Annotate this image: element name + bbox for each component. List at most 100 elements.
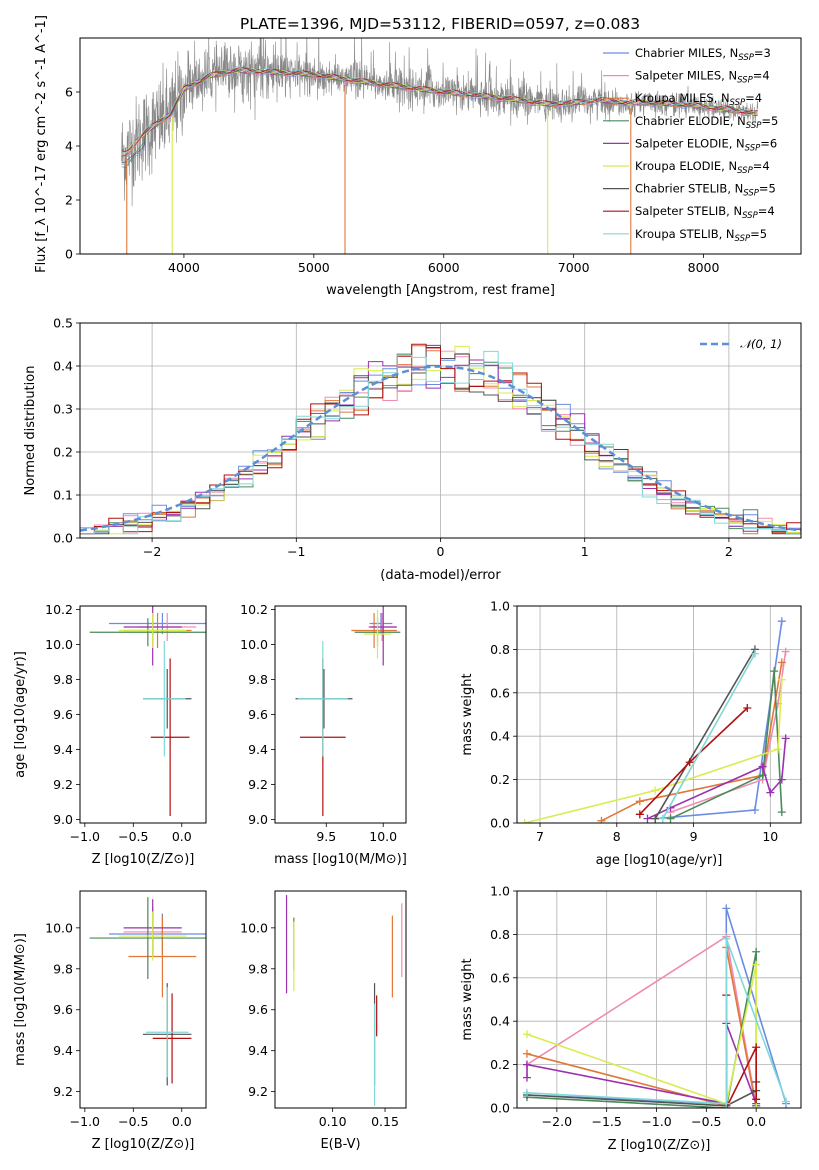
mass-weight-marker	[522, 1030, 531, 1039]
legend-entry-subscript: SSP	[745, 143, 761, 153]
mass-weight-marker	[750, 805, 759, 814]
legend-entry: Chabrier STELIB, NSSP=5	[635, 182, 776, 199]
mass-weight-marker	[597, 816, 606, 823]
legend-entry: Kroupa MILES, NSSP=4	[635, 91, 762, 108]
x-tick-label: 9	[690, 829, 698, 844]
weight-vs-metallicity-panel: −2.0 −1.5 −1.0 −0.5 0.0 0.0 0.2 0.4 0.6 0.8 1.0 Z […	[460, 884, 802, 1153]
x-axis-label: Z [log10(Z/Z⊙)]	[92, 1137, 195, 1152]
mass-weight-marker	[773, 745, 782, 754]
plot-content	[522, 904, 791, 1108]
x-tick-label: −1.0	[70, 1114, 100, 1129]
x-tick-label: −2.0	[542, 1114, 572, 1129]
y-tick-label: 0.4	[490, 729, 510, 744]
axes-frame	[79, 322, 802, 539]
mass-vs-metallicity-panel: −1.0 −0.5 0.0 9.2 9.4 9.6 9.8 10.0 Z [log10(Z/Z⊙…	[13, 890, 207, 1152]
x-axis-label: E(B-V)	[320, 1137, 360, 1152]
legend: Chabrier MILES, N SSP =3 Salpeter MILES, NS…	[603, 46, 778, 244]
x-tick-label: 4000	[168, 260, 200, 275]
legend-entry-count: =3	[754, 46, 771, 60]
axes-frame	[79, 890, 207, 1109]
x-tick-label: −1.5	[592, 1114, 622, 1129]
legend-entry-name: Chabrier MILES, N	[635, 46, 738, 60]
spectrum-panel: 4000 5000 6000 7000 8000 0 2 4 6 Chabrier MILES, …	[34, 15, 802, 298]
mass-weight-marker	[770, 667, 779, 676]
y-tick-label: 10.0	[240, 637, 268, 652]
y-tick-label: 9.6	[248, 1002, 268, 1017]
y-tick-label: 9.6	[248, 707, 268, 722]
model-spectrum-line	[121, 68, 758, 157]
mass-vs-ebv-panel: 0.10 0.15 9.2 9.4 9.6 9.8 10.0 E(B-V)	[240, 890, 407, 1152]
legend-entry-count: =4	[758, 204, 775, 218]
y-tick-label: 0.6	[490, 685, 510, 700]
mass-weight-marker	[520, 819, 529, 823]
legend-entry-name: Kroupa STELIB, N	[635, 227, 735, 241]
y-tick-label: 0.3	[53, 402, 73, 417]
y-tick-label: 2	[65, 193, 73, 208]
legend-entry-count: =5	[750, 227, 767, 241]
mass-weight-marker	[643, 814, 652, 823]
mass-weight-marker	[651, 814, 660, 823]
y-tick-label: 10.0	[45, 637, 73, 652]
y-tick-label: 9.0	[248, 812, 268, 827]
mass-weight-marker	[752, 1043, 761, 1052]
legend-entry-subscript: SSP	[737, 76, 753, 86]
y-tick-label: 0.2	[490, 772, 510, 787]
mass-weight-marker	[777, 675, 786, 684]
y-tick-label: 0.4	[53, 359, 73, 374]
mass-weight-marker	[635, 797, 644, 806]
legend-entry: Chabrier ELODIE, NSSP=5	[635, 114, 778, 131]
legend-entry: Kroupa STELIB, NSSP=5	[635, 227, 767, 244]
legend-entry: Salpeter MILES, NSSP=4	[635, 69, 770, 86]
y-tick-label: 0.2	[53, 445, 73, 460]
y-axis-label: Normed distribution	[23, 366, 38, 496]
mass-weight-marker	[777, 808, 786, 817]
mass-weight-marker	[752, 947, 761, 956]
y-tick-label: 0.1	[53, 488, 73, 503]
legend-entry-count: =4	[745, 91, 762, 105]
y-tick-label: 0.0	[490, 1101, 510, 1116]
mass-weight-marker	[777, 775, 786, 784]
y-tick-label: 0.8	[490, 927, 510, 942]
mass-weight-line	[526, 964, 757, 1108]
x-tick-label: 8000	[688, 260, 720, 275]
plot-content	[285, 895, 403, 1106]
x-tick-label: 7	[536, 829, 544, 844]
age-vs-metallicity-panel: −1.0 −0.5 0.0 9.0 9.2 9.4 9.6 9.8 10.0 10.2 Z [log…	[13, 602, 207, 867]
mass-weight-line	[662, 653, 756, 820]
mass-weight-marker	[722, 904, 731, 913]
residual-distribution-panel: −2 −1 0 1 2 0.0 0.1 0.2 0.3 0.4 0.5 𝒩(0, 1) (data-mo…	[23, 316, 802, 583]
x-tick-label: 0.0	[746, 1114, 766, 1129]
axes-frame	[516, 605, 802, 824]
y-tick-label: 10.0	[45, 920, 73, 935]
y-tick-label: 0.0	[53, 531, 73, 546]
legend-entry: 𝒩(0, 1)	[740, 337, 782, 351]
x-axis-label: age [log10(age/yr)]	[596, 853, 723, 868]
mass-weight-marker	[758, 762, 767, 771]
legend-entry-name: Chabrier STELIB, N	[635, 182, 743, 196]
plot-content	[520, 617, 790, 823]
y-tick-label: 9.2	[53, 1084, 73, 1099]
plot-content	[121, 38, 759, 254]
y-tick-label: 9.8	[248, 672, 268, 687]
mass-weight-marker	[522, 1060, 531, 1069]
legend-entry-subscript: SSP	[743, 189, 759, 199]
x-tick-label: 0	[437, 544, 445, 559]
axes-frame	[79, 37, 802, 255]
legend-entry-count: =5	[761, 114, 778, 128]
legend-entry-name: Salpeter STELIB, N	[635, 204, 742, 218]
x-tick-label: −0.5	[118, 1114, 148, 1129]
mass-weight-marker	[685, 758, 694, 767]
axes-frame	[274, 605, 407, 824]
mass-weight-marker	[766, 788, 775, 797]
plot-content	[89, 897, 206, 1086]
mass-weight-marker	[777, 617, 786, 626]
legend-entry-name: Kroupa MILES, N	[635, 91, 730, 105]
y-tick-label: 9.4	[53, 1043, 73, 1058]
y-tick-label: 0.0	[490, 816, 510, 831]
x-tick-label: 5000	[298, 260, 330, 275]
legend-entry-name: Chabrier ELODIE, N	[635, 114, 746, 128]
x-tick-label: 0.0	[172, 829, 192, 844]
x-tick-label: −0.5	[118, 829, 148, 844]
legend-entry-name: Kroupa ELODIE, N	[635, 159, 737, 173]
